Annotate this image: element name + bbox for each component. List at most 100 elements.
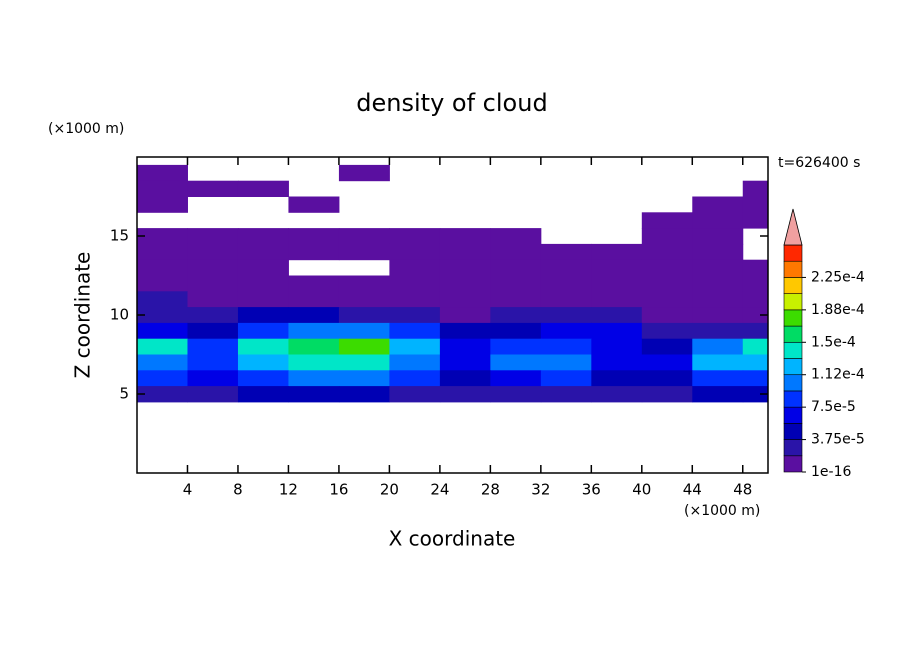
colorbar-band bbox=[783, 325, 803, 343]
contour-cell bbox=[540, 291, 592, 308]
contour-cell bbox=[742, 259, 768, 276]
contour-cell bbox=[439, 322, 491, 340]
colorbar-tick-label: 1.88e-4 bbox=[811, 302, 865, 318]
x-tick-label: 24 bbox=[430, 481, 449, 499]
x-tick-label: 20 bbox=[380, 481, 399, 499]
contour-cell bbox=[288, 338, 340, 355]
colorbar-tick-label: 2.25e-4 bbox=[811, 269, 865, 285]
x-tick-label: 16 bbox=[329, 481, 348, 499]
contour-cell bbox=[338, 275, 390, 292]
contour-cell bbox=[237, 370, 289, 387]
y-tick-label: 15 bbox=[110, 227, 129, 245]
contour-cell bbox=[641, 338, 693, 355]
contour-cell bbox=[237, 386, 289, 403]
colorbar-band bbox=[783, 390, 803, 408]
x-tick-label: 8 bbox=[233, 481, 243, 499]
contour-cell bbox=[187, 386, 239, 403]
contour-cell bbox=[187, 370, 239, 387]
contour-cell bbox=[439, 386, 491, 403]
contour-cell bbox=[237, 354, 289, 371]
contour-cell bbox=[137, 243, 188, 261]
contour-cell bbox=[641, 275, 693, 292]
contour-cell bbox=[389, 322, 441, 340]
contour-cell bbox=[137, 275, 188, 292]
y-unit: (×1000 m) bbox=[48, 121, 124, 137]
y-axis-label: Z coordinate bbox=[71, 252, 95, 379]
contour-cell bbox=[187, 228, 239, 245]
x-tick-label: 48 bbox=[733, 481, 752, 499]
colorbar-tick-label: 1.5e-4 bbox=[811, 334, 856, 350]
contour-cell bbox=[288, 322, 340, 340]
contour-cell bbox=[288, 196, 340, 213]
contour-cell bbox=[338, 307, 390, 324]
contour-cell bbox=[389, 275, 441, 292]
contour-cell bbox=[137, 386, 188, 403]
colorbar-extend bbox=[783, 208, 803, 246]
contour-cell bbox=[338, 322, 390, 340]
contour-cell bbox=[490, 354, 542, 371]
contour-cell bbox=[692, 243, 744, 261]
x-tick-label: 12 bbox=[279, 481, 298, 499]
contour-cell bbox=[591, 259, 643, 276]
contour-cell bbox=[641, 228, 693, 245]
contour-cell bbox=[389, 259, 441, 276]
contour-cell bbox=[389, 354, 441, 371]
contour-cell bbox=[692, 370, 744, 387]
contour-cell bbox=[591, 354, 643, 371]
contour-cell bbox=[641, 370, 693, 387]
contour-cell bbox=[540, 243, 592, 261]
contour-cell bbox=[389, 307, 441, 324]
contour-cell bbox=[389, 386, 441, 403]
contour-cell bbox=[288, 291, 340, 308]
contour-cell bbox=[389, 370, 441, 387]
colorbar-tick-label: 7.5e-5 bbox=[811, 399, 856, 415]
contour-cell bbox=[641, 386, 693, 403]
contour-cell bbox=[591, 291, 643, 308]
contour-cell bbox=[439, 354, 491, 371]
contour-cell bbox=[187, 354, 239, 371]
contour-cell bbox=[439, 259, 491, 276]
y-tick-label: 5 bbox=[119, 385, 129, 403]
contour-cell bbox=[288, 354, 340, 371]
contour-cell bbox=[439, 291, 491, 308]
colorbar-band bbox=[783, 244, 803, 262]
x-unit: (×1000 m) bbox=[684, 503, 760, 519]
contour-cell bbox=[692, 259, 744, 276]
colorbar-band bbox=[783, 374, 803, 392]
contour-cell bbox=[490, 386, 542, 403]
colorbar-band bbox=[783, 455, 803, 473]
contour-cell bbox=[742, 307, 768, 324]
contour-cell bbox=[187, 291, 239, 308]
x-tick-label: 44 bbox=[683, 481, 702, 499]
contour-cell bbox=[641, 291, 693, 308]
contour-cell bbox=[338, 370, 390, 387]
contour-cell bbox=[742, 370, 768, 387]
contour-cell bbox=[187, 259, 239, 276]
contour-cell bbox=[338, 386, 390, 403]
contour-cell bbox=[439, 243, 491, 261]
contour-cell bbox=[338, 354, 390, 371]
x-tick-label: 28 bbox=[481, 481, 500, 499]
colorbar-band bbox=[783, 341, 803, 359]
y-tick-label: 10 bbox=[110, 306, 129, 324]
contour-cell bbox=[389, 338, 441, 355]
contour-cell bbox=[591, 243, 643, 261]
contour-cell bbox=[338, 291, 390, 308]
contour-cell bbox=[187, 338, 239, 355]
contour-cell bbox=[742, 196, 768, 213]
contour-cell bbox=[137, 338, 188, 355]
contour-cell bbox=[237, 228, 289, 245]
contour-cell bbox=[288, 243, 340, 261]
contour-cell bbox=[137, 180, 188, 197]
contour-cell bbox=[490, 291, 542, 308]
contour-cell bbox=[591, 307, 643, 324]
contour-cell bbox=[641, 259, 693, 276]
contour-cell bbox=[540, 322, 592, 340]
contour-cell bbox=[742, 354, 768, 371]
contour-cell bbox=[692, 338, 744, 355]
contour-cell bbox=[237, 259, 289, 276]
contour-cell bbox=[692, 275, 744, 292]
contour-cell bbox=[237, 307, 289, 324]
colorbar-band bbox=[783, 406, 803, 424]
contour-cell bbox=[187, 322, 239, 340]
